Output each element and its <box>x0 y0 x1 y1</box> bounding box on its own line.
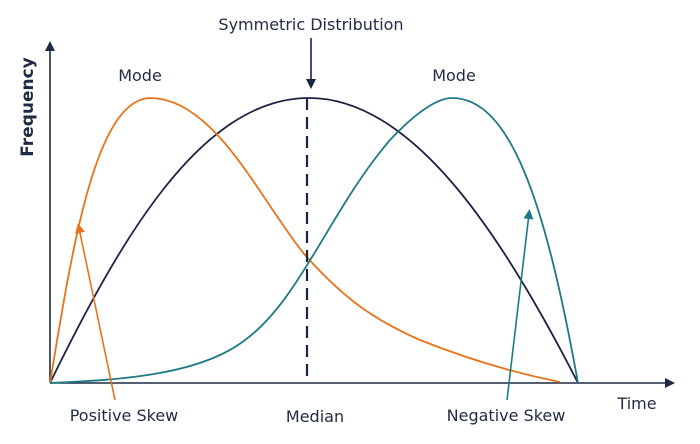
negative-skew-label: Negative Skew <box>447 406 566 425</box>
positive-skew-label: Positive Skew <box>70 406 179 425</box>
positive-skew-curve <box>49 97 561 384</box>
mode-left-label: Mode <box>118 66 162 85</box>
y-axis-label: Frequency <box>18 57 38 157</box>
diagram-title: Symmetric Distribution <box>218 15 403 34</box>
symmetric-curve <box>49 97 579 384</box>
negative-skew-curve <box>49 97 579 384</box>
median-label: Median <box>286 407 344 426</box>
x-axis-label: Time <box>616 394 656 413</box>
positive-skew-arrow <box>75 223 116 401</box>
mode-right-label: Mode <box>432 66 476 85</box>
negative-skew-arrow <box>506 209 534 401</box>
